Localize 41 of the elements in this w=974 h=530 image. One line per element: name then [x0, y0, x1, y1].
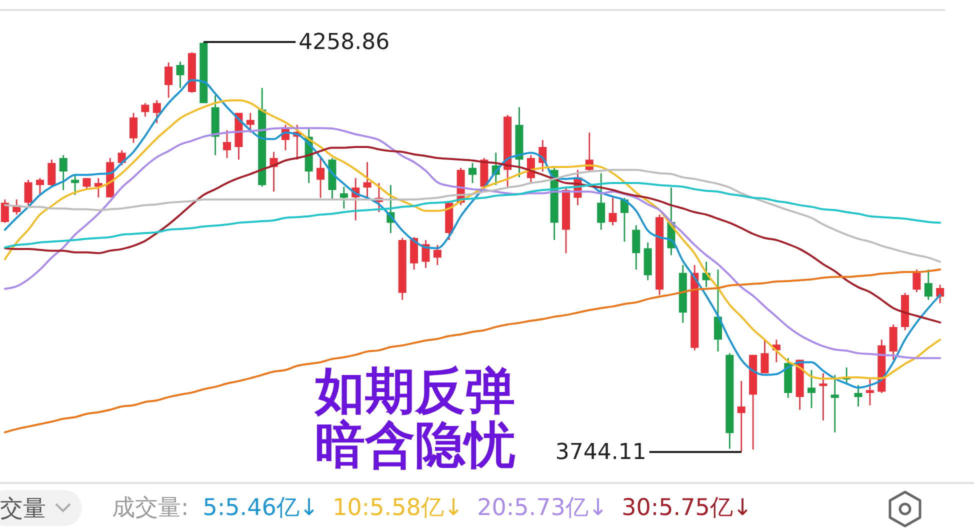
candlestick — [316, 157, 325, 198]
text: 10:5.58亿↓ — [332, 494, 464, 523]
candlestick — [608, 197, 617, 226]
candlestick — [246, 112, 254, 134]
candlestick — [36, 177, 44, 196]
text: 成交量: — [112, 494, 189, 523]
candlestick — [363, 161, 372, 198]
text: 20:5.73亿↓ — [477, 494, 608, 523]
candlestick — [468, 162, 476, 184]
candlestick — [866, 378, 874, 406]
candlestick — [808, 369, 816, 409]
text: 交量 — [0, 494, 46, 524]
candlestick — [632, 224, 640, 270]
candlestick — [912, 268, 921, 293]
candlestick — [71, 174, 80, 196]
candlestick — [924, 268, 932, 301]
text: 5:5.46亿↓ — [202, 494, 319, 523]
candlestick — [176, 60, 184, 89]
candlestick — [340, 186, 348, 210]
candlestick — [760, 338, 769, 374]
candlestick — [737, 380, 746, 453]
candlestick — [936, 284, 944, 304]
candlestick — [223, 129, 232, 159]
candlestick — [597, 172, 606, 230]
candlestick — [164, 62, 173, 98]
candlestick — [129, 112, 138, 144]
candlestick — [854, 384, 862, 408]
candlestick — [0, 198, 9, 224]
candlestick — [433, 244, 442, 266]
candlestick — [714, 268, 722, 352]
candlestick — [48, 158, 56, 188]
candlestick — [24, 179, 32, 206]
text: 30:5.75亿↓ — [622, 494, 752, 523]
annotation: 4258.86 — [298, 30, 390, 55]
candlestick — [819, 372, 828, 422]
candlestick — [830, 374, 839, 434]
candlestick — [141, 102, 150, 118]
candlestick — [422, 239, 430, 269]
candlestick — [59, 154, 68, 191]
candlestick — [152, 100, 161, 124]
annotation: 3744.11 — [555, 440, 646, 465]
